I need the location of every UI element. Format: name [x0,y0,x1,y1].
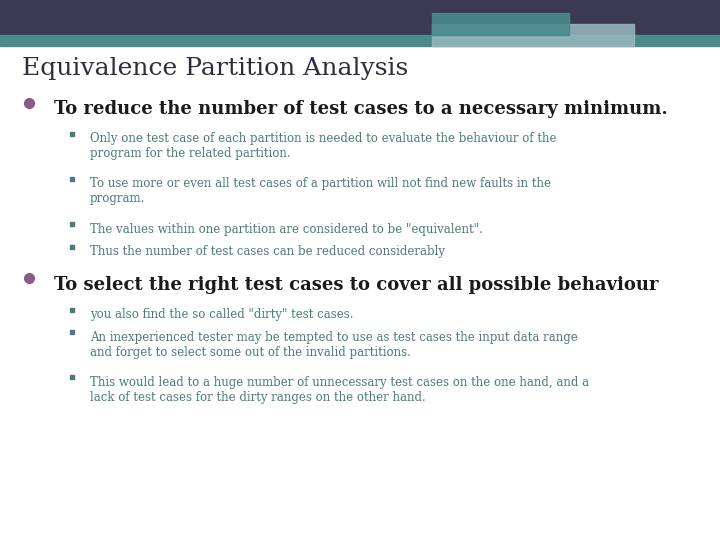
Text: you also find the so called "dirty" test cases.: you also find the so called "dirty" test… [90,308,354,321]
Text: To select the right test cases to cover all possible behaviour: To select the right test cases to cover … [54,276,659,294]
Bar [432,14,569,35]
Text: The values within one partition are considered to be "equivalent".: The values within one partition are cons… [90,222,482,235]
Text: Thus the number of test cases can be reduced considerably: Thus the number of test cases can be red… [90,245,445,258]
Text: This would lead to a huge number of unnecessary test cases on the one hand, and : This would lead to a huge number of unne… [90,376,589,404]
Bar [0,35,720,46]
Bar [432,24,634,46]
Text: Only one test case of each partition is needed to evaluate the behaviour of the
: Only one test case of each partition is … [90,132,557,160]
Bar [0,0,720,35]
Text: To use more or even all test cases of a partition will not find new faults in th: To use more or even all test cases of a … [90,178,551,205]
Text: An inexperienced tester may be tempted to use as test cases the input data range: An inexperienced tester may be tempted t… [90,330,577,359]
Text: Equivalence Partition Analysis: Equivalence Partition Analysis [22,57,408,80]
Text: To reduce the number of test cases to a necessary minimum.: To reduce the number of test cases to a … [54,100,667,118]
